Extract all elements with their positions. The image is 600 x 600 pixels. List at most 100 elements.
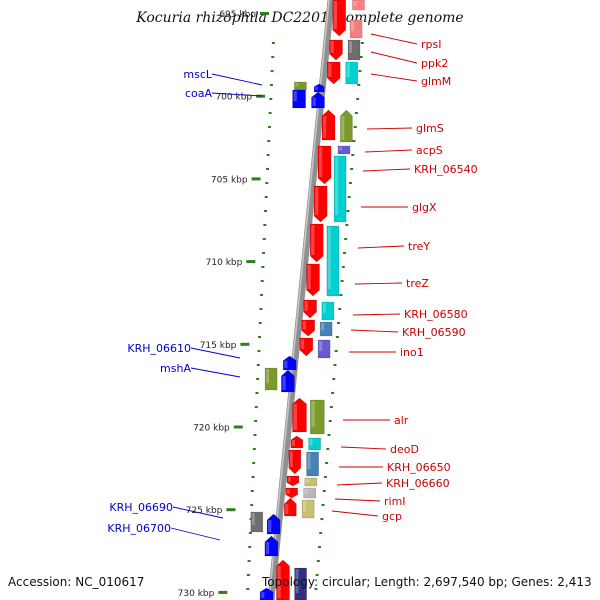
guide-dot: [321, 504, 325, 506]
guide-dot: [263, 224, 267, 226]
gene-feature: [317, 145, 332, 185]
label-leader: [334, 498, 381, 502]
gene-shading: [291, 440, 295, 446]
guide-dot: [352, 140, 356, 142]
guide-dot: [258, 336, 262, 338]
gene-feature: [306, 263, 320, 297]
guide-dot: [260, 280, 264, 282]
gene-label: alr: [394, 414, 409, 427]
guide-dot: [339, 294, 343, 296]
scale-tick: [218, 590, 228, 594]
guide-dot: [267, 140, 271, 142]
scale-tick: [233, 425, 243, 429]
guide-dot: [257, 350, 261, 352]
scale-tick-label: 695 kbp: [219, 10, 256, 20]
gene-shading: [333, 1, 337, 29]
scale-tick-label: 720 kbp: [193, 424, 230, 434]
guide-dot: [268, 112, 272, 114]
gene-feature: [304, 477, 318, 487]
gene-label: acpS: [416, 144, 443, 157]
gene-label: KRH_06540: [414, 163, 478, 176]
gene-shading: [293, 91, 297, 101]
guide-dot: [350, 168, 354, 170]
label-leader: [357, 245, 405, 249]
gene-shading: [307, 265, 311, 289]
scale-tick-label: 730 kbp: [178, 589, 215, 599]
guide-dot: [271, 42, 275, 44]
gene-shading: [353, 1, 357, 6]
guide-dot: [269, 84, 273, 86]
gene-label: ino1: [400, 346, 424, 359]
gene-label: KRH_06610: [127, 342, 191, 355]
guide-dot: [360, 42, 364, 44]
gene-shading: [328, 63, 332, 77]
gene-shading: [315, 86, 318, 90]
guide-dot: [254, 420, 258, 422]
label-leader: [340, 446, 387, 450]
guide-dot: [315, 574, 319, 576]
gene-feature: [264, 367, 278, 391]
gene-feature: [332, 0, 347, 37]
gene-feature: [292, 397, 307, 433]
guide-dot: [265, 168, 269, 170]
scale-tick-label: 710 kbp: [206, 258, 243, 268]
guide-dot: [348, 182, 352, 184]
guide-dot: [328, 420, 332, 422]
gene-shading: [266, 369, 270, 383]
guide-dot: [327, 434, 331, 436]
gene-feature: [349, 19, 363, 39]
gene-feature: [313, 185, 328, 223]
gene-label: ppk2: [421, 57, 448, 70]
guide-dot: [331, 392, 335, 394]
gene-shading: [311, 401, 315, 427]
scale-tick: [226, 508, 236, 512]
guide-dot: [248, 546, 252, 548]
topology-text: Topology: circular; Length: 2,697,540 bp…: [262, 575, 592, 589]
gene-shading: [285, 504, 289, 514]
gene-shading: [300, 339, 305, 349]
guide-dot: [264, 210, 268, 212]
gene-shading: [330, 41, 334, 53]
label-leader: [370, 33, 418, 45]
gene-feature: [294, 81, 307, 91]
scale-tick-label: 715 kbp: [200, 341, 237, 351]
label-leaders: [170, 33, 418, 541]
guide-dot: [271, 56, 275, 58]
gene-shading: [295, 569, 299, 593]
gene-shading: [251, 513, 255, 525]
gene-shading: [319, 341, 323, 351]
gene-shading: [287, 477, 291, 482]
gene-feature: [303, 299, 317, 319]
guide-dot: [262, 252, 266, 254]
guide-dot: [262, 238, 266, 240]
guide-dot: [359, 56, 363, 58]
gene-feature: [286, 475, 300, 487]
gene-shading: [265, 542, 270, 554]
gene-feature: [309, 399, 325, 435]
gene-feature: [276, 559, 290, 600]
scale-tick-label: 705 kbp: [211, 175, 248, 185]
guide-dot: [356, 98, 360, 100]
scale-tick: [260, 12, 269, 15]
guide-dot: [340, 280, 344, 282]
gene-shading: [312, 97, 316, 106]
guide-dot: [252, 448, 256, 450]
gene-shading: [293, 404, 297, 430]
gene-feature: [292, 89, 306, 109]
gene-feature: [347, 39, 361, 61]
guide-dot: [261, 266, 265, 268]
scale-tick: [251, 177, 261, 181]
gene-label: rimI: [384, 495, 406, 508]
gene-feature: [340, 109, 353, 143]
map-title: Kocuria rhizophila DC2201, complete geno…: [136, 10, 464, 26]
guide-dot: [344, 238, 348, 240]
scale-tick-label: 700 kbp: [215, 93, 252, 103]
guide-dot: [323, 476, 327, 478]
guide-dot: [345, 224, 349, 226]
scale-tick: [240, 342, 250, 346]
guide-dot: [247, 560, 251, 562]
gene-feature: [326, 61, 341, 85]
guide-dot: [264, 196, 268, 198]
gene-shading: [339, 147, 342, 151]
